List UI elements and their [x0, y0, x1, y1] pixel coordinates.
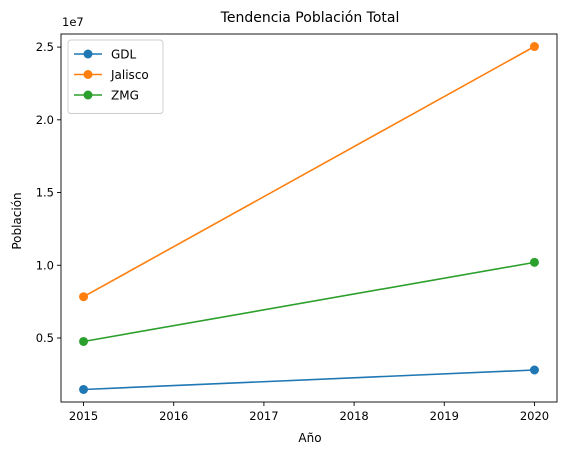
legend-label-zmg: ZMG: [111, 89, 139, 103]
series-line-gdl: [83, 369, 535, 391]
legend-label-jalisco: Jalisco: [110, 68, 149, 82]
plot-area: 2015 2016 2017 2018 2019 2020 0.5 1.0 1.5 2.0 2.5 G…: [36, 33, 558, 423]
y-tick-label: 2.5: [36, 40, 54, 54]
x-tick-label: 2017: [249, 409, 278, 423]
y-axis-offset-label: 1e7: [62, 15, 84, 29]
y-axis-label: Población: [10, 192, 24, 249]
x-axis-label: Año: [298, 431, 321, 445]
legend-marker-gdl: [83, 49, 93, 59]
y-tick-label: 2.0: [36, 113, 54, 127]
x-tick-label: 2018: [339, 409, 368, 423]
data-point-jalisco: [529, 42, 539, 52]
x-tick-label: 2015: [69, 409, 98, 423]
x-tick-label: 2016: [159, 409, 188, 423]
data-point-zmg: [79, 336, 89, 346]
chart-title: Tendencia Población Total: [220, 10, 400, 26]
x-tick-label: 2019: [430, 409, 459, 423]
data-point-zmg: [529, 257, 539, 267]
y-tick-label: 0.5: [36, 331, 54, 345]
x-tick-label: 2020: [520, 409, 549, 423]
plot-frame: [60, 33, 558, 403]
data-point-gdl: [79, 384, 89, 394]
series-line-zmg: [83, 261, 535, 343]
data-point-jalisco: [79, 292, 89, 302]
legend-marker-zmg: [83, 90, 93, 100]
series-line-jalisco: [83, 45, 535, 298]
legend-label-gdl: GDL: [111, 48, 137, 62]
y-tick-label: 1.5: [36, 186, 54, 200]
y-tick-label: 1.0: [36, 258, 54, 272]
legend-marker-jalisco: [83, 70, 93, 79]
data-point-gdl: [529, 365, 539, 375]
